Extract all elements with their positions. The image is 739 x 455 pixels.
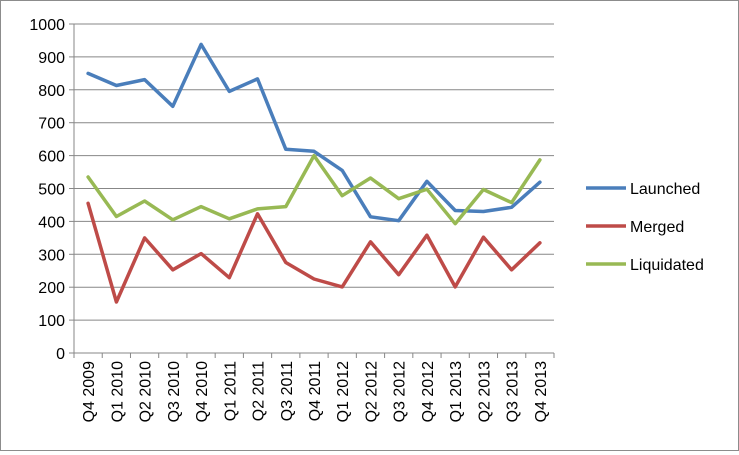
axes <box>69 23 555 358</box>
y-tick-label: 800 <box>38 83 65 100</box>
legend-label: Liquidated <box>630 257 704 274</box>
x-tick-label: Q3 2011 <box>279 361 296 421</box>
x-tick-label: Q1 2010 <box>109 361 126 422</box>
y-tick-label: 900 <box>38 50 65 67</box>
x-tick-label: Q3 2013 <box>505 361 522 422</box>
x-tick-labels: Q4 2009 Q1 2010 Q2 2010 Q3 2010 Q4 2010 Q1 20… <box>81 361 550 422</box>
x-tick-label: Q1 2013 <box>448 361 465 422</box>
x-tick-label: Q1 2011 <box>222 361 239 421</box>
y-tick-label: 200 <box>38 280 65 297</box>
x-tick-label: Q3 2012 <box>392 361 409 422</box>
x-tick-label: Q2 2010 <box>138 361 155 422</box>
series-line-launched <box>86 42 542 223</box>
x-tick-label: Q2 2013 <box>476 361 493 422</box>
x-tick-label: Q4 2011 <box>307 361 324 421</box>
y-tick-label: 500 <box>38 182 65 199</box>
x-tick-label: Q4 2012 <box>420 361 437 422</box>
y-tick-label: 0 <box>56 346 65 363</box>
series-lines <box>86 42 542 304</box>
x-tick-label: Q2 2012 <box>363 361 380 422</box>
x-tick-label: Q4 2009 <box>81 361 98 422</box>
y-tick-label: 100 <box>38 313 65 330</box>
x-tick-label: Q2 2011 <box>251 361 268 421</box>
gridlines <box>74 23 554 321</box>
y-tick-label: 1000 <box>29 17 65 34</box>
legend: Launched Merged Liquidated <box>586 181 704 274</box>
legend-label: Merged <box>630 219 684 236</box>
series-line-liquidated <box>86 153 542 226</box>
legend-label: Launched <box>630 181 700 198</box>
y-tick-label: 600 <box>38 149 65 166</box>
x-tick-label: Q4 2013 <box>533 361 550 422</box>
x-tick-label: Q3 2010 <box>166 361 183 422</box>
x-tick-label: Q1 2012 <box>335 361 352 422</box>
y-tick-label: 400 <box>38 214 65 231</box>
x-tick-label: Q4 2010 <box>194 361 211 422</box>
y-tick-label: 700 <box>38 116 65 133</box>
y-tick-label: 300 <box>38 247 65 264</box>
series-line-merged <box>86 201 542 304</box>
y-tick-labels: 0 100 200 300 400 500 600 700 800 900 1000 <box>29 17 65 363</box>
